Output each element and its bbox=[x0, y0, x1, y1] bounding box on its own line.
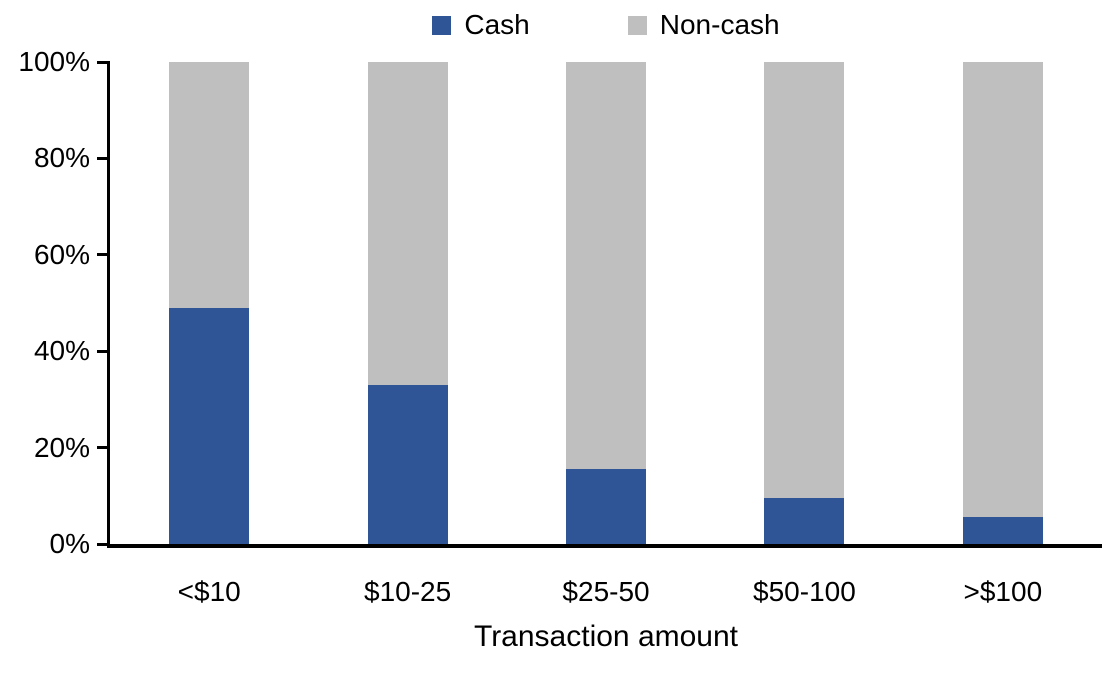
y-axis-tick-20 bbox=[97, 446, 110, 450]
bars-group bbox=[110, 62, 1102, 544]
x-axis-label-25-50: $25-50 bbox=[562, 576, 650, 607]
legend-swatch-cash bbox=[432, 15, 452, 35]
y-axis-tick-100 bbox=[97, 60, 110, 64]
bar-segment-non-cash-10 bbox=[169, 62, 250, 308]
legend-item-cash: Cash bbox=[432, 9, 530, 40]
bar-slot-100 bbox=[904, 62, 1102, 544]
legend: Cash Non-cash bbox=[110, 10, 1102, 40]
legend-label-cash: Cash bbox=[464, 9, 530, 40]
bar-stack-100 bbox=[962, 62, 1043, 544]
bar-segment-non-cash-10-25 bbox=[367, 62, 448, 385]
bar-stack-10-25 bbox=[367, 62, 448, 544]
x-axis-label-50-100: $50-100 bbox=[753, 576, 856, 607]
bar-slot-25-50 bbox=[507, 62, 705, 544]
bar-slot-10-25 bbox=[308, 62, 506, 544]
legend-label-non-cash: Non-cash bbox=[659, 9, 780, 40]
x-axis-tick-labels: <$10 $10-25 $25-50 $50-100 >$100 bbox=[110, 576, 1102, 608]
bar-stack-50-100 bbox=[764, 62, 845, 544]
bar-slot-50-100 bbox=[705, 62, 903, 544]
y-axis-tick-60 bbox=[97, 253, 110, 257]
x-axis-line bbox=[107, 544, 1102, 548]
x-axis-title: Transaction amount bbox=[473, 620, 739, 653]
bar-segment-cash-25-50 bbox=[566, 469, 647, 544]
bar-segment-non-cash-50-100 bbox=[764, 62, 845, 499]
bar-segment-cash-10 bbox=[169, 307, 250, 544]
y-axis-label-0: 0% bbox=[49, 528, 90, 559]
bar-stack-10 bbox=[169, 62, 250, 544]
y-axis-label-100: 100% bbox=[18, 46, 90, 77]
x-axis-label-10: <$10 bbox=[177, 576, 241, 607]
plot-area: 0% 20% 40% 60% 80% 100% bbox=[18, 47, 1102, 559]
y-axis-tick-80 bbox=[97, 156, 110, 160]
bar-slot-10 bbox=[110, 62, 308, 544]
x-axis-label-100: >$100 bbox=[963, 576, 1043, 607]
y-axis-label-40: 40% bbox=[33, 335, 90, 367]
y-axis-label-60: 60% bbox=[33, 238, 90, 270]
y-axis-label-80: 80% bbox=[33, 142, 90, 174]
bar-segment-cash-50-100 bbox=[764, 498, 845, 544]
y-axis-line bbox=[107, 62, 110, 548]
bar-stack-25-50 bbox=[566, 62, 647, 544]
bar-segment-non-cash-100 bbox=[962, 62, 1043, 518]
legend-swatch-non-cash bbox=[627, 15, 647, 35]
y-axis-tick-40 bbox=[97, 349, 110, 353]
bar-segment-cash-10-25 bbox=[367, 384, 448, 544]
y-axis-label-20: 20% bbox=[33, 431, 90, 463]
y-axis-tick-0 bbox=[97, 542, 110, 546]
x-axis-label-10-25: $10-25 bbox=[364, 576, 452, 607]
bar-segment-cash-100 bbox=[962, 517, 1043, 544]
legend-item-non-cash: Non-cash bbox=[627, 9, 780, 40]
bar-segment-non-cash-25-50 bbox=[566, 62, 647, 470]
